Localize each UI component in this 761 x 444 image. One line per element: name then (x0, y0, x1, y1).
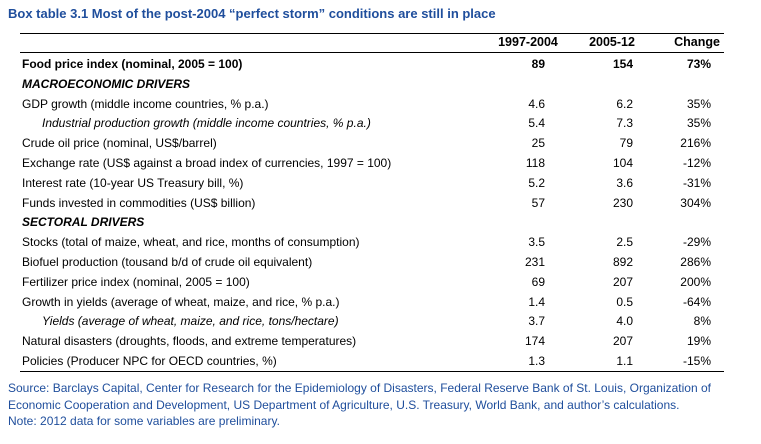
cell-value: 304% (680, 195, 711, 210)
row-label: Industrial production growth (middle inc… (42, 116, 371, 131)
cell-value: 286% (680, 255, 711, 269)
header-rule (20, 52, 724, 53)
cell-value: 35% (686, 116, 711, 131)
cell-value: 892 (612, 255, 633, 269)
cell-value: 4.6 (528, 96, 545, 111)
column-header: 2005-12 (589, 35, 635, 49)
top-rule (20, 33, 724, 34)
cell-value: 8% (693, 314, 711, 329)
cell-value: 1.1 (616, 354, 633, 368)
bottom-rule (20, 371, 724, 372)
row-label: Exchange rate (US$ against a broad index… (22, 156, 392, 170)
row-label: SECTORAL DRIVERS (22, 215, 145, 230)
row-label: Policies (Producer NPC for OECD countrie… (22, 354, 277, 368)
cell-value: 57 (531, 195, 545, 210)
cell-value: 3.6 (616, 175, 633, 190)
cell-value: 5.4 (528, 116, 545, 131)
row-label: Interest rate (10-year US Treasury bill,… (22, 175, 244, 190)
table-row: Biofuel production (tousand b/d of crude… (0, 252, 761, 272)
footer: Source: Barclays Capital, Center for Res… (8, 380, 756, 430)
cell-value: -64% (682, 294, 711, 309)
row-label: Fertilizer price index (nominal, 2005 = … (22, 274, 250, 289)
table-row: Yields (average of wheat, maize, and ric… (0, 311, 761, 331)
cell-value: -31% (682, 175, 711, 190)
cell-value: 2.5 (616, 235, 633, 250)
cell-value: 19% (686, 334, 711, 349)
cell-value: 3.7 (528, 314, 545, 329)
table-title: Box table 3.1 Most of the post-2004 “per… (8, 6, 496, 21)
section-row: SECTORAL DRIVERS (0, 212, 761, 232)
cell-value: 230 (612, 195, 633, 210)
table-row: Natural disasters (droughts, floods, and… (0, 331, 761, 351)
cell-value: 69 (531, 274, 545, 289)
cell-value: 35% (686, 96, 711, 111)
row-label: Biofuel production (tousand b/d of crude… (22, 255, 313, 269)
table-row: Food price index (nominal, 2005 = 100) 89… (0, 54, 761, 74)
cell-value: 207 (612, 274, 633, 289)
row-label: Stocks (total of maize, wheat, and rice,… (22, 235, 360, 250)
cell-value: 4.0 (616, 314, 633, 329)
cell-value: 216% (680, 136, 711, 151)
table-row: Crude oil price (nominal, US$/barrel) 25 7… (0, 133, 761, 153)
row-label: Funds invested in commodities (US$ billi… (22, 195, 256, 210)
cell-value: 200% (680, 274, 711, 289)
section-row: MACROECONOMIC DRIVERS (0, 74, 761, 94)
cell-value: 73% (686, 57, 711, 71)
cell-value: 104 (612, 156, 633, 170)
row-label: MACROECONOMIC DRIVERS (22, 76, 191, 91)
cell-value: 7.3 (616, 116, 633, 131)
column-header: Change (674, 35, 720, 49)
table-row: Fertilizer price index (nominal, 2005 = … (0, 272, 761, 292)
cell-value: 3.5 (528, 235, 545, 250)
row-label: Yields (average of wheat, maize, and ric… (42, 314, 339, 329)
cell-value: -15% (682, 354, 711, 368)
row-label: Natural disasters (droughts, floods, and… (22, 334, 357, 349)
table-row: Exchange rate (US$ against a broad index… (0, 153, 761, 173)
table-row: Interest rate (10-year US Treasury bill,… (0, 173, 761, 193)
note: Note: 2012 data for some variables are p… (8, 414, 280, 428)
cell-value: 231 (524, 255, 545, 269)
row-label: Food price index (nominal, 2005 = 100) (22, 57, 243, 71)
cell-value: 5.2 (528, 175, 545, 190)
source: Source: Barclays Capital, Center for Res… (8, 381, 711, 412)
cell-value: 79 (619, 136, 633, 151)
cell-value: 0.5 (616, 294, 633, 309)
cell-value: 1.4 (528, 294, 545, 309)
cell-value: 154 (612, 57, 633, 71)
cell-value: 174 (524, 334, 545, 349)
cell-value: -29% (682, 235, 711, 250)
row-label: Growth in yields (average of wheat, maiz… (22, 294, 340, 309)
cell-value: -12% (682, 156, 711, 170)
table-row: Funds invested in commodities (US$ billi… (0, 193, 761, 213)
table-row: GDP growth (middle income countries, % p… (0, 94, 761, 114)
cell-value: 1.3 (528, 354, 545, 368)
row-label: GDP growth (middle income countries, % p… (22, 96, 269, 111)
table-row: Stocks (total of maize, wheat, and rice,… (0, 232, 761, 252)
column-header: 1997-2004 (498, 35, 558, 49)
cell-value: 89 (531, 57, 545, 71)
cell-value: 118 (525, 156, 545, 170)
cell-value: 25 (531, 136, 545, 151)
table-row: Policies (Producer NPC for OECD countrie… (0, 351, 761, 371)
cell-value: 207 (612, 334, 633, 349)
table-row: Industrial production growth (middle inc… (0, 113, 761, 133)
row-label: Crude oil price (nominal, US$/barrel) (22, 136, 217, 151)
table-row: Growth in yields (average of wheat, maiz… (0, 292, 761, 312)
cell-value: 6.2 (616, 96, 633, 111)
